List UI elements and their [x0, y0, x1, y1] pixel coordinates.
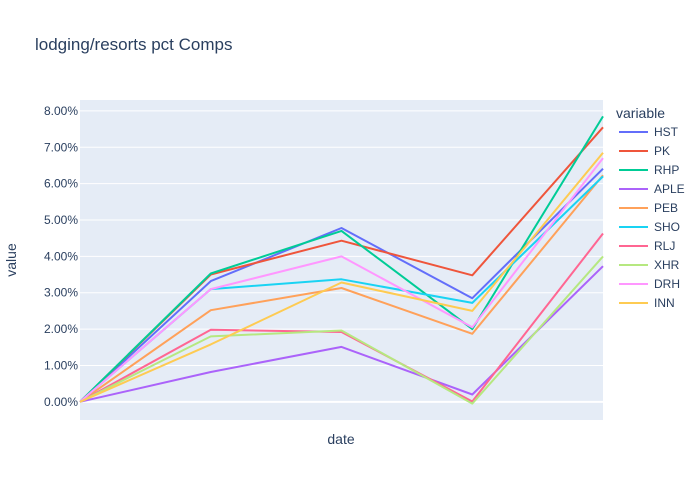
legend-item-drh[interactable]: DRH [619, 277, 680, 291]
chart-title: lodging/resorts pct Comps [35, 35, 232, 54]
y-tick-labels: 0.00% 1.00% 2.00% 3.00% 4.00% 5.00% 6.00% 7.00%… [44, 104, 78, 409]
x-axis-title: date [327, 431, 354, 447]
legend-label: DRH [654, 277, 680, 291]
y-tick-label: 0.00% [44, 395, 78, 409]
legend-item-inn[interactable]: INN [619, 296, 675, 310]
legend-item-rlj[interactable]: RLJ [619, 239, 675, 253]
series-line-peb[interactable] [79, 174, 604, 403]
legend-label: PK [654, 144, 670, 158]
legend-label: RLJ [654, 239, 675, 253]
y-tick-label: 8.00% [44, 104, 78, 118]
legend-title: variable [616, 105, 665, 121]
legend-label: APLE [654, 182, 685, 196]
legend-item-hst[interactable]: HST [619, 125, 679, 139]
y-axis-title: value [3, 243, 19, 277]
gridlines [80, 110, 603, 403]
y-tick-label: 6.00% [44, 177, 78, 191]
legend-label: PEB [654, 201, 678, 215]
legend-label: XHR [654, 258, 680, 272]
legend-label: HST [654, 125, 679, 139]
legend-label: SHO [654, 220, 680, 234]
y-tick-label: 7.00% [44, 140, 78, 154]
series-line-drh[interactable] [79, 157, 604, 403]
legend-item-rhp[interactable]: RHP [619, 163, 679, 177]
series-line-rlj[interactable] [79, 232, 604, 403]
series-line-hst[interactable] [79, 167, 604, 403]
legend-item-peb[interactable]: PEB [619, 201, 678, 215]
legend-label: INN [654, 296, 675, 310]
legend-label: RHP [654, 163, 679, 177]
y-tick-label: 4.00% [44, 249, 78, 263]
y-tick-label: 3.00% [44, 286, 78, 300]
legend-item-aple[interactable]: APLE [619, 182, 685, 196]
series-line-inn[interactable] [79, 152, 604, 403]
series-line-xhr[interactable] [79, 255, 604, 405]
y-tick-label: 5.00% [44, 213, 78, 227]
legend-item-pk[interactable]: PK [619, 144, 670, 158]
legend[interactable]: HST PK RHP APLE PEB SHO RLJ XHR DRH INN [619, 125, 685, 310]
y-tick-label: 2.00% [44, 322, 78, 336]
legend-item-sho[interactable]: SHO [619, 220, 680, 234]
y-tick-label: 1.00% [44, 358, 78, 372]
series-lines[interactable] [79, 115, 604, 405]
series-line-aple[interactable] [79, 265, 604, 403]
legend-item-xhr[interactable]: XHR [619, 258, 680, 272]
